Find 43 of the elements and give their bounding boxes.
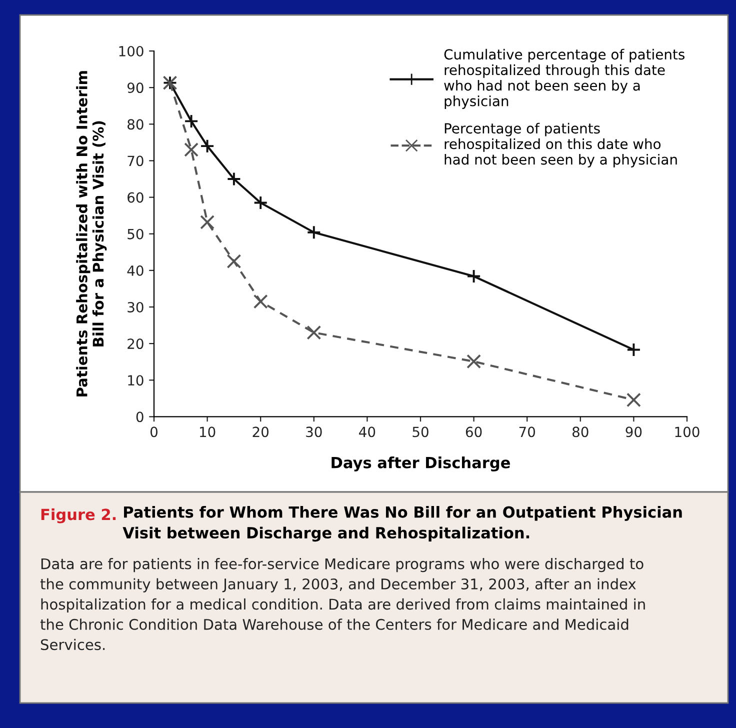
x-tick-label: 90 bbox=[626, 426, 642, 438]
point bbox=[253, 196, 268, 210]
y-tick-label: 30 bbox=[128, 302, 144, 312]
y-tick-label: 80 bbox=[128, 119, 144, 130]
y-tick-label: 40 bbox=[127, 265, 144, 276]
point bbox=[626, 392, 641, 408]
y-tick-label: 100 bbox=[119, 46, 144, 56]
legend-label: Cumulative percentage of patients rehospitalized through this date who had not been seen by a physician bbox=[444, 48, 684, 109]
text: Data are for patients in fee-for-service Medicare programs who were discharged to the community between January 1, 2003, and December 31, 2003, after an index hospitalization for a medical condition. Data are derived from claims maintained in the Chronic Condition Data Warehouse of the Centers for Medicare and Medicaid Services. bbox=[40, 558, 645, 650]
point bbox=[200, 214, 215, 230]
y-tick-label: 0 bbox=[136, 412, 144, 422]
y-tick-label: 10 bbox=[128, 375, 144, 386]
point bbox=[226, 254, 242, 269]
y-tick-label: 50 bbox=[128, 228, 144, 240]
y-tick-label: 20 bbox=[128, 338, 144, 350]
x-tick-label: 10 bbox=[200, 426, 216, 438]
x-tick-label: 30 bbox=[306, 426, 322, 438]
point bbox=[306, 325, 322, 340]
y-tick-label: 60 bbox=[128, 192, 144, 203]
point bbox=[184, 114, 199, 128]
x-tick-label: 50 bbox=[412, 426, 428, 438]
point bbox=[200, 138, 215, 154]
point bbox=[626, 342, 641, 357]
x-tick-label: 70 bbox=[519, 426, 536, 438]
point bbox=[466, 354, 482, 369]
x-tick-label: 100 bbox=[675, 426, 700, 438]
x-tick-label: 60 bbox=[466, 426, 482, 438]
point bbox=[226, 172, 242, 186]
point bbox=[184, 142, 199, 157]
point bbox=[306, 225, 322, 240]
y-axis-title: Patients Rehospitalized with No Interim Bill for a Physician Visit (%) bbox=[76, 71, 107, 396]
x-axis-title: Days after Discharge bbox=[332, 456, 510, 472]
x-tick-label: 0 bbox=[150, 426, 158, 438]
y-tick-label: 70 bbox=[128, 156, 144, 166]
point bbox=[466, 269, 482, 284]
text: Patients for Whom There Was No Bill for an Outpatient Physician Visit between Discharge and Rehospitalization. bbox=[122, 506, 682, 542]
legend-label: Percentage of patients rehospitalized on this date who had not been seen by a physician bbox=[444, 122, 677, 168]
y-tick-label: 90 bbox=[127, 82, 144, 94]
point bbox=[253, 294, 268, 309]
x-tick-label: 40 bbox=[359, 426, 376, 438]
x-tick-label: 20 bbox=[252, 426, 269, 438]
text: Figure 2. bbox=[41, 508, 116, 524]
x-tick-label: 80 bbox=[572, 426, 588, 438]
